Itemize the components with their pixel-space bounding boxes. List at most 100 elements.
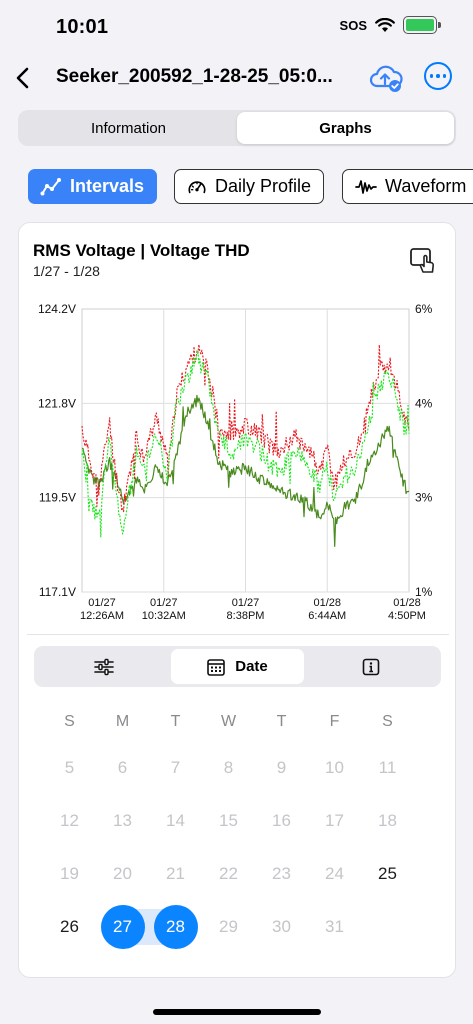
weekday-label: S xyxy=(64,713,75,730)
y-right-tick-label: 1% xyxy=(415,585,433,599)
series-line-olive xyxy=(81,394,410,547)
calendar-day: 19 xyxy=(43,847,96,900)
day-number: 18 xyxy=(378,810,397,830)
x-tick-time: 4:50PM xyxy=(388,610,426,622)
day-number: 14 xyxy=(166,810,185,830)
chip-daily-profile[interactable]: Daily Profile xyxy=(174,169,324,204)
calendar-day: 10 xyxy=(308,741,361,794)
day-number: 28 xyxy=(166,916,185,936)
day-number: 24 xyxy=(325,863,344,883)
day-number: 19 xyxy=(60,863,79,883)
weekday-label: W xyxy=(220,713,237,730)
sliders-icon xyxy=(94,658,114,675)
chart-area[interactable]: 124.2V 121.8V 119.5V 117.1V 6% 4% 3% 1% 01/27 12:… xyxy=(19,299,457,639)
chart-date-range: 1/27 - 1/28 xyxy=(33,263,100,279)
calendar-day: 16 xyxy=(255,794,308,847)
chip-intervals[interactable]: Intervals xyxy=(28,169,157,204)
calendar-icon xyxy=(207,658,226,676)
segment-graphs[interactable]: Graphs xyxy=(237,112,454,144)
calendar-day: 8 xyxy=(202,741,255,794)
series-line-bright_green xyxy=(81,350,410,538)
day-number: 31 xyxy=(325,916,344,936)
day-number: 17 xyxy=(325,810,344,830)
calendar-week: 19 20 21 22 23 24 25 xyxy=(43,847,443,900)
day-number: 16 xyxy=(272,810,291,830)
view-segmented-control: Information Graphs xyxy=(18,110,456,146)
x-tick-date: 01/27 xyxy=(88,597,116,609)
selected-day-marker xyxy=(153,904,198,949)
x-tick-date: 01/28 xyxy=(393,597,421,609)
x-tick-date: 01/27 xyxy=(150,597,178,609)
selected-day-marker xyxy=(100,904,145,949)
sos-indicator: SOS xyxy=(339,17,367,33)
day-number: 26 xyxy=(60,916,79,936)
calendar-day: 15 xyxy=(202,794,255,847)
line-chart[interactable]: 124.2V121.8V119.5V117.1V6%4%3%1%01/2712:… xyxy=(19,299,457,639)
battery-icon xyxy=(403,16,441,34)
calendar-day: 17 xyxy=(308,794,361,847)
calendar-day: 5 xyxy=(43,741,96,794)
status-bar: 10:01 SOS xyxy=(0,0,473,56)
back-button[interactable] xyxy=(8,62,40,94)
tool-date[interactable]: Date xyxy=(170,649,305,684)
weekday-header: S M T W T F S xyxy=(43,703,443,741)
x-tick-time: 10:32AM xyxy=(142,610,186,622)
waveform-icon xyxy=(355,179,377,194)
day-number: 23 xyxy=(272,863,291,883)
cloud-upload-icon xyxy=(369,65,403,92)
calendar-day[interactable]: 28 xyxy=(149,900,202,953)
calendar-empty-cell xyxy=(361,900,414,953)
calendar-day: 9 xyxy=(255,741,308,794)
info-icon xyxy=(362,658,380,675)
y-left-tick-label: 119.5V xyxy=(39,491,76,505)
tool-date-label: Date xyxy=(235,658,268,675)
x-tick-date: 01/27 xyxy=(232,597,260,609)
day-number: 9 xyxy=(276,757,287,777)
chip-daily-profile-label: Daily Profile xyxy=(214,176,311,196)
calendar-day[interactable]: 25 xyxy=(361,847,414,900)
calendar-day: 20 xyxy=(96,847,149,900)
tool-info[interactable] xyxy=(304,649,438,684)
weekday-label: M xyxy=(115,713,130,730)
page-title: Seeker_200592_1-28-25_05:0... xyxy=(56,66,333,87)
day-number: 30 xyxy=(272,916,291,936)
y-left-tick-label: 124.2V xyxy=(38,302,76,316)
day-number: 22 xyxy=(219,863,238,883)
calendar-day: 12 xyxy=(43,794,96,847)
calendar-day: 21 xyxy=(149,847,202,900)
nav-bar: Seeker_200592_1-28-25_05:0... xyxy=(0,56,473,100)
day-number: 13 xyxy=(113,810,132,830)
y-left-tick-label: 121.8V xyxy=(38,396,76,410)
graph-card: RMS Voltage | Voltage THD 1/27 - 1/28 12… xyxy=(18,222,456,978)
calendar-day: 23 xyxy=(255,847,308,900)
weekday-label: T xyxy=(276,713,287,730)
status-indicators: SOS xyxy=(339,16,441,34)
divider xyxy=(27,634,449,635)
home-indicator xyxy=(153,1009,321,1015)
chart-title: RMS Voltage | Voltage THD xyxy=(33,241,250,260)
segment-information[interactable]: Information xyxy=(90,119,167,137)
tool-filters[interactable] xyxy=(37,649,171,684)
day-number: 11 xyxy=(378,757,397,777)
day-number: 21 xyxy=(166,863,185,883)
calendar-day: 29 xyxy=(202,900,255,953)
calendar-week: 12 13 14 15 16 17 18 xyxy=(43,794,443,847)
cloud-upload-button[interactable] xyxy=(368,62,404,94)
graph-type-chips: Intervals Daily Profile Waveform xyxy=(28,169,473,205)
day-number: 12 xyxy=(60,810,79,830)
calendar-day: 31 xyxy=(308,900,361,953)
y-right-tick-label: 6% xyxy=(415,302,433,316)
weekday-label: F xyxy=(329,713,340,730)
calendar-day[interactable]: 26 xyxy=(43,900,96,953)
hand-touch-icon xyxy=(410,248,434,273)
day-number: 20 xyxy=(113,863,132,883)
chip-waveform[interactable]: Waveform xyxy=(342,169,473,204)
day-number: 29 xyxy=(219,916,238,936)
touch-mode-button[interactable] xyxy=(409,245,439,275)
day-number: 6 xyxy=(117,757,128,777)
graph-tools-segmented-control: Date xyxy=(34,646,441,687)
more-options-button[interactable] xyxy=(424,62,452,90)
calendar-week: 5 6 7 8 9 10 11 xyxy=(43,741,443,794)
calendar-day[interactable]: 27 xyxy=(96,900,149,953)
chip-waveform-label: Waveform xyxy=(385,176,467,196)
